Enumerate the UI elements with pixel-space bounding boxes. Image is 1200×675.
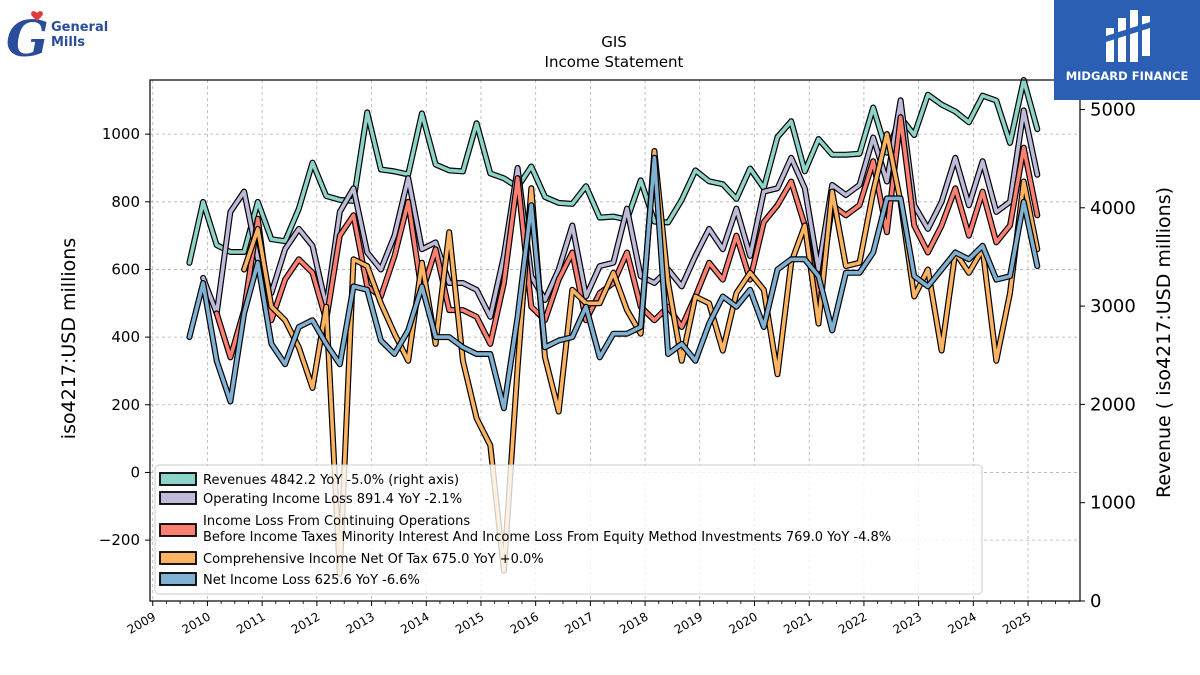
x-tick-label: 2015 xyxy=(453,609,486,636)
x-tick-label: 2016 xyxy=(508,609,541,636)
y-right-tick-label: 0 xyxy=(1090,591,1101,612)
svg-text:G: G xyxy=(6,9,49,68)
x-tick-label: 2010 xyxy=(179,609,212,636)
x-tick-label: 2023 xyxy=(891,609,924,636)
legend-label: Comprehensive Income Net Of Tax 675.0 Yo… xyxy=(203,552,544,567)
x-tick-label: 2011 xyxy=(234,609,267,636)
x-tick-label: 2025 xyxy=(1000,609,1033,636)
x-tick-label: 2013 xyxy=(344,609,377,636)
x-tick-label: 2009 xyxy=(125,609,158,636)
x-tick-label: 2014 xyxy=(398,609,431,636)
x-tick-label: 2018 xyxy=(617,609,650,636)
y-left-axis-label: iso4217:USD millions xyxy=(58,238,80,439)
y-right-axis-label: Revenue ( iso4217:USD millions) xyxy=(1153,187,1175,498)
legend-swatch xyxy=(159,472,197,486)
legend-label: Before Income Taxes Minority Interest An… xyxy=(203,530,891,545)
brand-line-2: Mills xyxy=(51,35,86,50)
legend-label: Income Loss From Continuing Operations xyxy=(203,514,470,529)
plot-frame xyxy=(149,79,1081,602)
series-line xyxy=(201,98,1040,319)
y-left-tick-label: 200 xyxy=(111,396,140,414)
legend-swatch xyxy=(159,551,197,565)
x-tick-label: 2017 xyxy=(562,609,595,636)
y-left-tick-label: 400 xyxy=(111,328,140,346)
legend-label: Revenues 4842.2 YoY -5.0% (right axis) xyxy=(203,473,459,488)
legend: Revenues 4842.2 YoY -5.0% (right axis) Op… xyxy=(154,464,983,595)
y-left-tick-label: 1000 xyxy=(102,125,140,143)
chart-subtitle: Income Statement xyxy=(545,53,684,71)
legend-label: Net Income Loss 625.6 YoY -6.6% xyxy=(203,573,420,588)
general-mills-g-icon: G xyxy=(6,9,49,68)
x-tick-label: 2021 xyxy=(781,609,814,636)
chart-title: GIS xyxy=(601,33,627,51)
y-right-tick-label: 5000 xyxy=(1090,99,1136,120)
y-right-tick-label: 2000 xyxy=(1090,394,1136,415)
midgard-wordmark: MIDGARD FINANCE xyxy=(1065,69,1189,83)
y-left-tick-label: 0 xyxy=(130,463,140,481)
y-right-tick-label: 4000 xyxy=(1090,198,1136,219)
general-mills-wordmark: General Mills xyxy=(51,20,108,50)
series-line xyxy=(187,156,1040,410)
x-tick-label: 2012 xyxy=(289,609,322,636)
legend-swatch xyxy=(159,523,197,537)
midgard-emblem-icon xyxy=(1106,10,1150,62)
x-tick-label: 2020 xyxy=(727,609,760,636)
x-tick-label: 2024 xyxy=(945,609,978,636)
x-tick-label: 2019 xyxy=(672,609,705,636)
y-left-tick-label: 800 xyxy=(111,193,140,211)
y-right-tick-label: 3000 xyxy=(1090,296,1136,317)
y-left-tick-label: 600 xyxy=(111,260,140,278)
brand-line-1: General xyxy=(51,20,109,35)
legend-swatch xyxy=(159,491,197,505)
general-mills-logo: G General Mills xyxy=(4,4,124,68)
legend-label: Operating Income Loss 891.4 YoY -2.1% xyxy=(203,492,462,507)
y-left-tick-label: −200 xyxy=(99,531,140,549)
series-line xyxy=(214,115,1040,360)
x-tick-label: 2022 xyxy=(836,609,869,636)
midgard-finance-logo: MIDGARD FINANCE xyxy=(1054,0,1200,100)
y-right-tick-label: 1000 xyxy=(1090,493,1136,514)
legend-box xyxy=(154,464,983,595)
legend-swatch xyxy=(159,572,197,586)
